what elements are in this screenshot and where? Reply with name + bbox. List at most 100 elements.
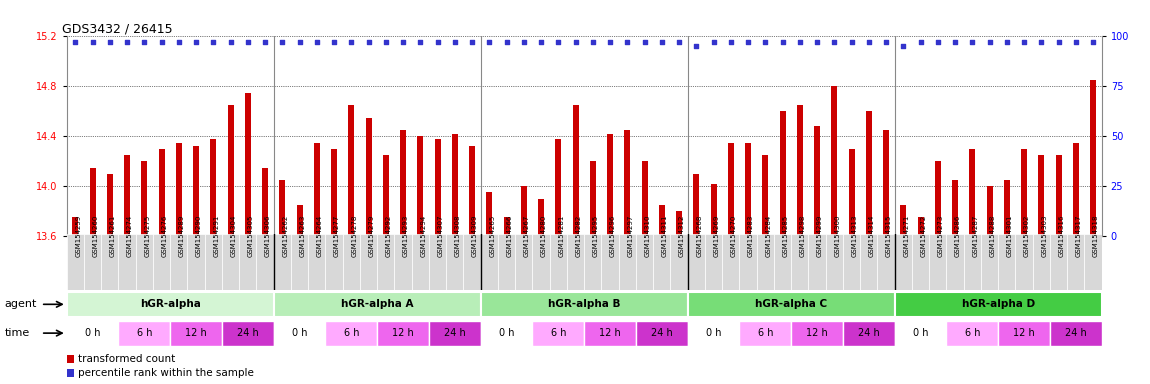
Bar	[67, 321, 118, 346]
Point	[1084, 40, 1103, 46]
Bar	[377, 321, 429, 346]
Text: GSM154315: GSM154315	[887, 215, 892, 257]
Bar	[791, 321, 843, 346]
Point	[722, 40, 741, 46]
Point	[1015, 40, 1034, 46]
Text: 0 h: 0 h	[292, 328, 307, 338]
Bar	[400, 130, 406, 236]
Point	[136, 40, 154, 46]
Bar	[348, 105, 354, 236]
Text: GSM154268: GSM154268	[697, 215, 703, 257]
Text: 12 h: 12 h	[1013, 328, 1035, 338]
Text: GSM154299: GSM154299	[816, 215, 823, 257]
Text: percentile rank within the sample: percentile rank within the sample	[78, 367, 254, 378]
Bar	[739, 321, 791, 346]
Text: GSM154309: GSM154309	[473, 215, 478, 257]
Bar	[538, 199, 544, 236]
Text: GSM154280: GSM154280	[542, 215, 547, 257]
Bar	[210, 139, 216, 236]
Text: GSM154306: GSM154306	[264, 215, 271, 257]
Bar	[1015, 234, 1033, 290]
Bar	[1050, 234, 1067, 290]
Bar	[935, 161, 941, 236]
Bar	[745, 142, 751, 236]
Bar	[981, 234, 998, 290]
Bar	[452, 134, 458, 236]
Text: GSM154290: GSM154290	[196, 215, 202, 257]
Text: hGR-alpha: hGR-alpha	[140, 299, 200, 310]
Bar	[124, 155, 130, 236]
Text: GSM154293: GSM154293	[402, 215, 409, 257]
Text: 12 h: 12 h	[392, 328, 414, 338]
Point	[393, 40, 412, 46]
Text: GSM154312: GSM154312	[678, 215, 685, 257]
Text: GSM154259: GSM154259	[76, 215, 82, 257]
Bar	[429, 321, 481, 346]
Bar	[814, 126, 820, 236]
Bar	[262, 167, 268, 236]
Bar	[877, 234, 895, 290]
Bar	[774, 234, 791, 290]
Bar	[653, 234, 670, 290]
Point	[324, 40, 343, 46]
Point	[757, 40, 775, 46]
Text: GSM154301: GSM154301	[1007, 215, 1013, 257]
Bar	[366, 118, 371, 236]
Text: GSM154308: GSM154308	[455, 215, 461, 257]
Bar	[90, 167, 95, 236]
Point	[221, 40, 239, 46]
Bar	[831, 86, 837, 236]
Bar	[504, 217, 509, 236]
Point	[877, 40, 896, 46]
Text: agent: agent	[5, 299, 37, 310]
Text: time: time	[5, 328, 30, 338]
Point	[704, 40, 723, 46]
Point	[101, 40, 120, 46]
Bar	[619, 234, 636, 290]
Point	[428, 40, 446, 46]
Bar	[435, 139, 440, 236]
Bar	[1067, 234, 1084, 290]
Bar	[636, 321, 688, 346]
Bar	[642, 161, 647, 236]
Bar	[987, 186, 992, 236]
Point	[584, 40, 603, 46]
Bar	[107, 174, 113, 236]
Bar	[1073, 142, 1079, 236]
Text: 24 h: 24 h	[444, 328, 466, 338]
Text: hGR-alpha D: hGR-alpha D	[961, 299, 1035, 310]
Point	[998, 40, 1017, 46]
Bar	[141, 161, 147, 236]
Bar	[67, 234, 84, 290]
Bar	[118, 234, 136, 290]
Bar	[297, 205, 302, 236]
Bar	[176, 142, 182, 236]
Point	[567, 40, 585, 46]
Bar	[170, 321, 222, 346]
Bar	[101, 234, 118, 290]
Text: 0 h: 0 h	[499, 328, 514, 338]
Bar	[728, 142, 734, 236]
Bar	[900, 205, 906, 236]
Text: GSM154270: GSM154270	[731, 215, 737, 257]
Bar	[481, 234, 498, 290]
Bar	[866, 111, 872, 236]
Text: 24 h: 24 h	[651, 328, 673, 338]
Bar	[929, 234, 946, 290]
Bar	[624, 130, 630, 236]
Bar	[762, 155, 768, 236]
Point	[497, 40, 515, 46]
Bar	[222, 234, 239, 290]
Bar	[412, 234, 429, 290]
Text: GSM154276: GSM154276	[161, 215, 168, 257]
Bar	[952, 180, 958, 236]
Text: GSM154298: GSM154298	[800, 215, 806, 257]
Text: GSM154284: GSM154284	[766, 215, 772, 257]
Bar	[331, 149, 337, 236]
Point	[186, 40, 205, 46]
Bar	[1021, 149, 1027, 236]
Point	[1050, 40, 1068, 46]
Bar	[946, 321, 998, 346]
Point	[550, 40, 568, 46]
Text: 6 h: 6 h	[344, 328, 359, 338]
